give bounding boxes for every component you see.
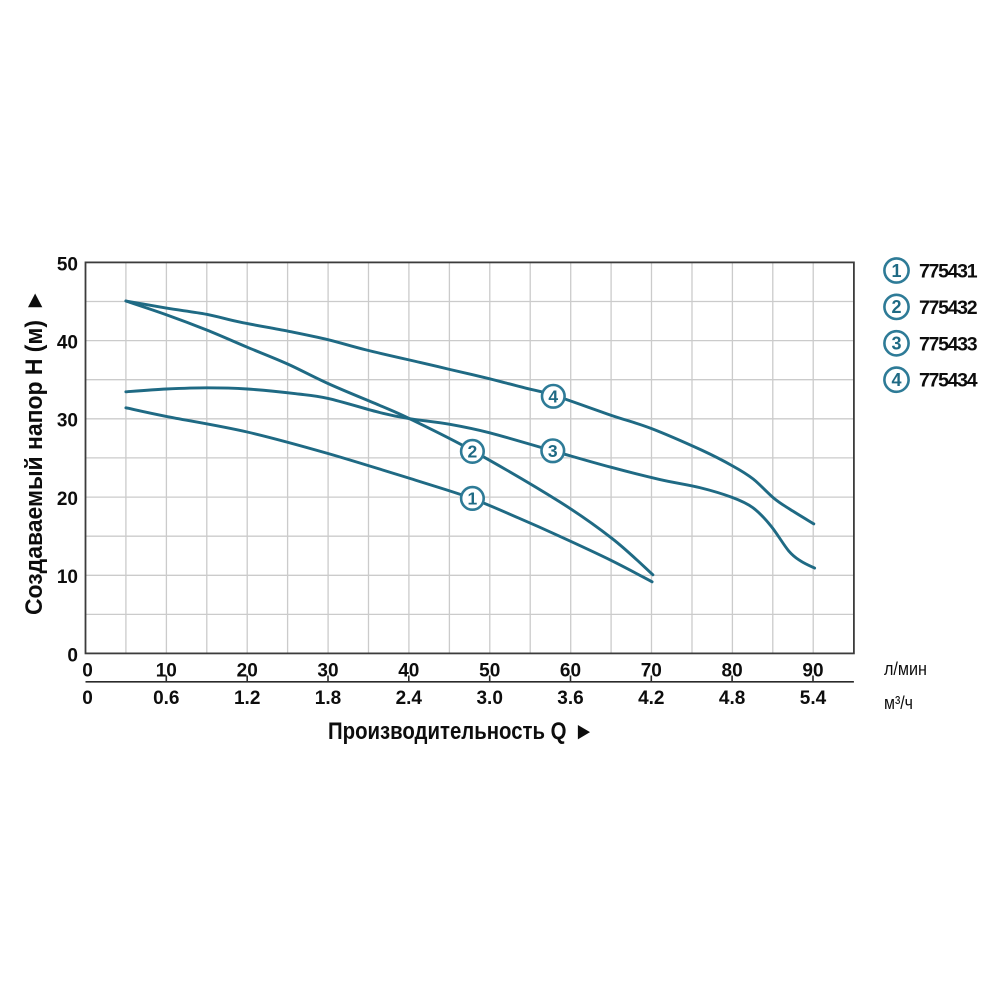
svg-text:20: 20 — [57, 489, 78, 510]
svg-text:50: 50 — [479, 661, 500, 682]
svg-text:3.0: 3.0 — [476, 688, 502, 709]
svg-text:775433: 775433 — [919, 333, 978, 355]
svg-text:0: 0 — [82, 688, 93, 709]
svg-text:80: 80 — [722, 661, 743, 682]
svg-text:30: 30 — [317, 661, 338, 682]
svg-text:0: 0 — [82, 661, 93, 682]
svg-text:1: 1 — [468, 488, 478, 508]
svg-text:0: 0 — [67, 645, 78, 666]
svg-text:л/мин: л/мин — [884, 658, 927, 679]
svg-text:4: 4 — [891, 370, 901, 390]
svg-text:10: 10 — [57, 567, 78, 588]
svg-text:Создаваемый напор Н (м) ►: Создаваемый напор Н (м) ► — [21, 289, 48, 615]
svg-text:90: 90 — [802, 661, 823, 682]
svg-text:775432: 775432 — [919, 297, 978, 319]
svg-text:4: 4 — [548, 386, 558, 406]
svg-text:2: 2 — [891, 297, 901, 317]
svg-text:50: 50 — [57, 254, 78, 275]
svg-text:775434: 775434 — [919, 370, 978, 392]
svg-text:10: 10 — [156, 661, 177, 682]
svg-text:2: 2 — [468, 441, 478, 461]
svg-text:1.8: 1.8 — [315, 688, 341, 709]
svg-text:3.6: 3.6 — [557, 688, 583, 709]
svg-text:70: 70 — [641, 661, 662, 682]
svg-text:4.2: 4.2 — [638, 688, 664, 709]
svg-text:40: 40 — [398, 661, 419, 682]
svg-text:Производительность Q ►: Производительность Q ► — [328, 718, 594, 745]
svg-text:м³/ч: м³/ч — [884, 692, 913, 713]
svg-text:775431: 775431 — [919, 261, 978, 283]
svg-text:3: 3 — [548, 441, 558, 461]
svg-text:4.8: 4.8 — [719, 688, 745, 709]
svg-text:60: 60 — [560, 661, 581, 682]
svg-text:20: 20 — [237, 661, 258, 682]
svg-text:40: 40 — [57, 333, 78, 354]
svg-text:2.4: 2.4 — [396, 688, 423, 709]
svg-text:5.4: 5.4 — [800, 688, 827, 709]
svg-text:30: 30 — [57, 411, 78, 432]
svg-text:1: 1 — [891, 261, 901, 281]
svg-text:0.6: 0.6 — [153, 688, 179, 709]
svg-text:3: 3 — [891, 334, 901, 354]
svg-text:1.2: 1.2 — [234, 688, 260, 709]
